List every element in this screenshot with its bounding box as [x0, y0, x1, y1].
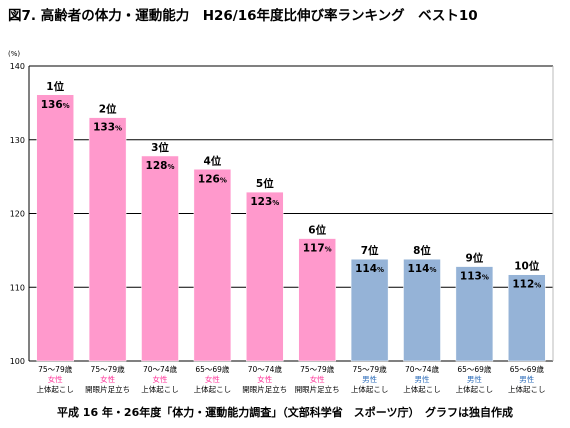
category-test-label: 上体起こし — [36, 384, 74, 394]
y-tick-label: 130 — [10, 136, 25, 145]
rank-label: 5位 — [256, 177, 274, 190]
bar — [508, 274, 546, 362]
category-sex-label: 女性 — [153, 374, 168, 384]
value-label: 136% — [41, 99, 70, 111]
y-tick-label: 110 — [10, 283, 25, 292]
value-label: 117% — [303, 243, 332, 255]
bar — [36, 94, 74, 362]
value-label: 123% — [250, 196, 279, 208]
category-age-label: 70～74歳 — [248, 364, 283, 374]
y-tick-label: 100 — [10, 357, 25, 366]
value-label: 114% — [408, 263, 437, 275]
bar — [455, 266, 494, 362]
category-age-label: 75～79歳 — [38, 364, 73, 374]
chart-title: 図7. 高齢者の体力・運動能力 H26/16年度比伸び率ランキング ベスト10 — [8, 8, 478, 24]
rank-label: 1位 — [46, 80, 64, 93]
rank-label: 8位 — [413, 244, 431, 257]
category-age-label: 65～69歳 — [510, 364, 545, 374]
rank-label: 4位 — [203, 154, 221, 167]
value-label: 133% — [93, 122, 122, 134]
y-unit-label: (%) — [8, 50, 20, 58]
category-age-label: 75～79歳 — [91, 364, 126, 374]
category-sex-label: 女性 — [257, 374, 272, 384]
category-sex-label: 男性 — [362, 374, 377, 384]
category-test-label: 開眼片足立ち — [295, 384, 340, 394]
rank-label: 10位 — [514, 260, 540, 273]
y-tick-label: 120 — [10, 210, 25, 219]
category-age-label: 65～69歳 — [457, 364, 492, 374]
value-label: 128% — [146, 160, 175, 172]
category-sex-label: 女性 — [48, 374, 63, 384]
bar — [350, 258, 389, 362]
category-test-label: 上体起こし — [141, 384, 179, 394]
category-test-label: 上体起こし — [456, 384, 494, 394]
category-age-label: 65～69歳 — [195, 364, 230, 374]
category-sex-label: 男性 — [519, 374, 534, 384]
value-label: 112% — [512, 279, 541, 291]
bar — [193, 169, 232, 362]
category-test-label: 上体起こし — [508, 384, 546, 394]
value-label: 126% — [198, 173, 227, 185]
category-age-label: 75～79歳 — [300, 364, 335, 374]
category-test-label: 上体起こし — [194, 384, 232, 394]
category-sex-label: 女性 — [310, 374, 325, 384]
category-test-label: 開眼片足立ち — [242, 384, 287, 394]
rank-label: 7位 — [361, 244, 379, 257]
category-sex-label: 男性 — [467, 374, 482, 384]
bar — [246, 191, 284, 362]
category-age-label: 70～74歳 — [405, 364, 440, 374]
rank-label: 3位 — [151, 141, 169, 154]
bar — [141, 155, 179, 362]
category-age-label: 75～79歳 — [353, 364, 388, 374]
category-age-label: 70～74歳 — [143, 364, 178, 374]
category-test-label: 上体起こし — [351, 384, 389, 394]
category-test-label: 開眼片足立ち — [85, 384, 130, 394]
source-footnote: 平成 16 年・26年度「体力・運動能力調査」（文部科学省 スポーツ庁） グラフ… — [56, 406, 514, 419]
value-label: 114% — [355, 263, 384, 275]
bar — [403, 258, 441, 362]
category-test-label: 上体起こし — [403, 384, 441, 394]
rank-label: 6位 — [308, 224, 326, 237]
rank-label: 9位 — [465, 252, 483, 265]
value-label: 113% — [460, 271, 489, 283]
category-sex-label: 女性 — [100, 374, 115, 384]
bar — [298, 238, 336, 362]
bar — [88, 117, 127, 362]
rank-label: 2位 — [99, 103, 117, 116]
category-sex-label: 男性 — [415, 374, 430, 384]
y-tick-label: 140 — [10, 62, 25, 71]
category-sex-label: 女性 — [205, 374, 220, 384]
